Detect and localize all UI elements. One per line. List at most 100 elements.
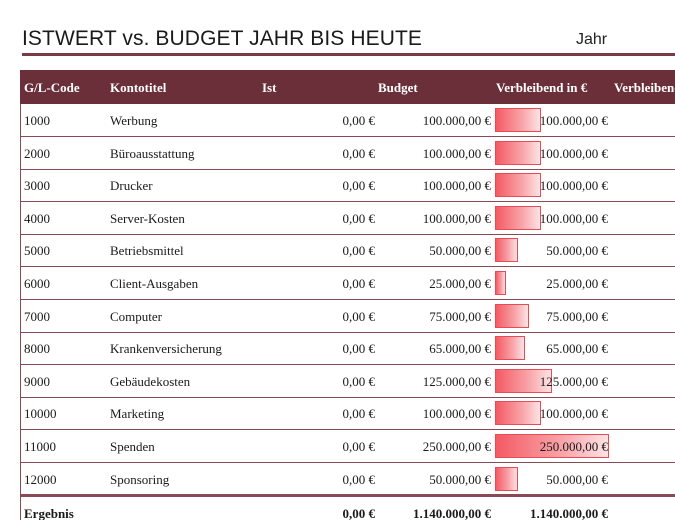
remaining-databar: [495, 271, 506, 295]
remaining-databar: [495, 368, 552, 393]
cell-ist: 0,00 €: [342, 113, 376, 128]
cell-kontotitel: Server-Kosten: [110, 210, 185, 226]
cell-budget: 100.000,00 €: [422, 113, 491, 128]
remaining-databar: [495, 108, 541, 132]
table-row[interactable]: 11000 Spenden 0,00 € 250.000,00 € 250.000,00…: [20, 430, 675, 463]
total-remaining: 1.140.000,00 €: [530, 506, 608, 520]
cell-kontotitel: Krankenversicherung: [110, 341, 222, 357]
column-header-verbleibend-eur[interactable]: Verbleibend in €: [496, 80, 588, 95]
cell-gl-code: 11000: [24, 439, 57, 454]
cell-gl-code: 6000: [24, 276, 50, 291]
cell-ist: 0,00 €: [342, 178, 376, 194]
table-row[interactable]: 9000 Gebäudekosten 0,00 € 125.000,00 € 125.0…: [20, 365, 675, 398]
cell-gl-code: 7000: [24, 308, 50, 324]
cell-ist: 0,00 €: [342, 341, 376, 357]
cell-kontotitel: Drucker: [110, 178, 153, 194]
cell-kontotitel: Büroausstattung: [110, 145, 195, 161]
remaining-databar: [495, 434, 609, 458]
cell-remaining: 100.000,00 €: [539, 210, 608, 226]
cell-remaining: 65.000,00 €: [546, 341, 608, 357]
column-header-gl-code[interactable]: G/L-Code: [24, 80, 80, 95]
cell-budget: 100.000,00 €: [422, 145, 491, 161]
cell-budget: 100.000,00 €: [422, 178, 491, 194]
table-row[interactable]: 12000 Sponsoring 0,00 € 50.000,00 € 50.000,0…: [20, 463, 675, 496]
cell-budget: 75.000,00 €: [429, 308, 491, 324]
cell-budget: 125.000,00 €: [422, 373, 491, 389]
remaining-databar: [495, 140, 541, 165]
cell-gl-code: 3000: [24, 178, 50, 194]
cell-gl-code: 12000: [24, 471, 57, 487]
cell-remaining: 100.000,00 €: [539, 178, 608, 194]
cell-kontotitel: Gebäudekosten: [110, 373, 191, 389]
total-row[interactable]: Ergebnis 0,00 € 1.140.000,00 € 1.140.000…: [20, 494, 675, 520]
cell-gl-code: 2000: [24, 145, 50, 161]
cell-remaining: 100.000,00 €: [539, 113, 608, 128]
remaining-databar: [495, 303, 529, 328]
title-rule: [22, 53, 675, 56]
table-row[interactable]: 6000 Client-Ausgaben 0,00 € 25.000,00 € 25.0…: [20, 267, 675, 300]
cell-gl-code: 5000: [24, 243, 50, 259]
table-row[interactable]: 8000 Krankenversicherung 0,00 € 65.000,00 €…: [20, 332, 675, 366]
cell-remaining: 125.000,00 €: [539, 373, 608, 389]
cell-remaining: 100.000,00 €: [539, 145, 608, 161]
cell-remaining: 75.000,00 €: [546, 308, 608, 324]
table-row[interactable]: 1000 Werbung 0,00 € 100.000,00 € 100.000,00 …: [20, 104, 675, 137]
cell-ist: 0,00 €: [342, 145, 376, 161]
cell-ist: 0,00 €: [342, 406, 376, 422]
cell-remaining: 25.000,00 €: [546, 276, 608, 291]
remaining-databar: [495, 401, 541, 426]
cell-remaining: 100.000,00 €: [539, 406, 608, 422]
cell-ist: 0,00 €: [342, 439, 376, 454]
column-header-verbleibend[interactable]: Verbleibend: [614, 80, 675, 95]
cell-kontotitel: Marketing: [110, 406, 165, 422]
cell-kontotitel: Client-Ausgaben: [110, 276, 199, 291]
cell-ist: 0,00 €: [342, 471, 376, 487]
cell-ist: 0,00 €: [342, 243, 376, 259]
cell-ist: 0,00 €: [342, 373, 376, 389]
table-left-border: [20, 104, 21, 520]
table-row[interactable]: 5000 Betriebsmittel 0,00 € 50.000,00 € 50.00…: [20, 234, 675, 268]
table-row[interactable]: 10000 Marketing 0,00 € 100.000,00 € 100.000,…: [20, 397, 675, 431]
cell-ist: 0,00 €: [342, 276, 376, 291]
cell-remaining: 50.000,00 €: [546, 471, 608, 487]
table-row[interactable]: 4000 Server-Kosten 0,00 € 100.000,00 € 100.0…: [20, 202, 675, 235]
total-label: Ergebnis: [24, 506, 74, 520]
total-budget: 1.140.000,00 €: [413, 506, 491, 520]
cell-budget: 50.000,00 €: [429, 471, 491, 487]
page-title: ISTWERT vs. BUDGET JAHR BIS HEUTE: [22, 27, 423, 50]
column-header-budget[interactable]: Budget: [378, 80, 418, 95]
table-row[interactable]: 2000 Büroausstattung 0,00 € 100.000,00 € 100…: [20, 137, 675, 170]
remaining-databar: [495, 238, 518, 263]
cell-budget: 25.000,00 €: [429, 276, 491, 291]
cell-gl-code: 1000: [24, 113, 50, 128]
table-row[interactable]: 7000 Computer 0,00 € 75.000,00 € 75.000,00 €: [20, 300, 675, 333]
budget-table: G/L-Code Kontotitel Ist Budget Verbleibe…: [20, 70, 675, 520]
remaining-databar: [495, 173, 541, 198]
cell-budget: 100.000,00 €: [422, 406, 491, 422]
cell-gl-code: 10000: [24, 406, 57, 422]
column-header-kontotitel[interactable]: Kontotitel: [110, 80, 167, 95]
table-header: G/L-Code Kontotitel Ist Budget Verbleibe…: [20, 70, 675, 104]
cell-gl-code: 8000: [24, 341, 50, 357]
cell-kontotitel: Betriebsmittel: [110, 243, 184, 259]
remaining-databar: [495, 205, 541, 230]
cell-kontotitel: Sponsoring: [110, 471, 170, 487]
cell-gl-code: 9000: [24, 373, 50, 389]
total-ist: 0,00 €: [342, 506, 376, 520]
cell-gl-code: 4000: [24, 210, 50, 226]
cell-budget: 100.000,00 €: [422, 210, 491, 226]
cell-kontotitel: Werbung: [110, 113, 158, 128]
cell-budget: 250.000,00 €: [422, 439, 491, 454]
cell-remaining: 50.000,00 €: [546, 243, 608, 259]
cell-ist: 0,00 €: [342, 210, 376, 226]
year-label: Jahr: [576, 31, 608, 48]
cell-budget: 65.000,00 €: [429, 341, 491, 357]
column-header-ist[interactable]: Ist: [262, 80, 277, 95]
table-row[interactable]: 3000 Drucker 0,00 € 100.000,00 € 100.000,00 …: [20, 169, 675, 203]
remaining-databar: [495, 466, 518, 491]
cell-budget: 50.000,00 €: [429, 243, 491, 259]
cell-ist: 0,00 €: [342, 308, 376, 324]
cell-kontotitel: Spenden: [110, 439, 155, 454]
cell-remaining: 250.000,00 €: [539, 439, 608, 454]
cell-kontotitel: Computer: [110, 308, 162, 324]
